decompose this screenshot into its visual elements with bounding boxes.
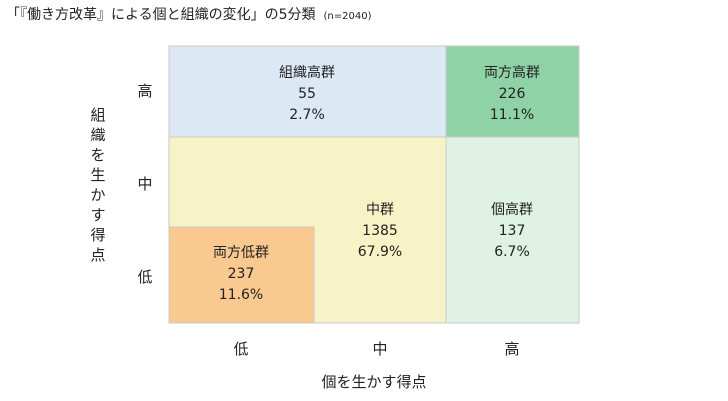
group-percent-both-high: 11.1% (490, 107, 534, 123)
region-both-low (168, 226, 315, 324)
label-both-high: 両方高群 226 11.1% (484, 64, 540, 123)
y-tick-high: 高 (137, 82, 152, 100)
y-axis-title-char: す (90, 206, 105, 224)
y-axis-title-char: 組 (90, 106, 105, 124)
group-name-both-low: 両方低群 (213, 245, 269, 261)
y-tick-mid: 中 (137, 175, 152, 193)
x-tick-mid: 中 (372, 340, 387, 358)
region-org-high (168, 45, 447, 138)
chart-title-main: 「『働き方改革』による個と組織の変化」の5分類 (6, 7, 316, 23)
group-name-both-high: 両方高群 (484, 64, 540, 81)
y-axis-title-char: か (90, 186, 105, 204)
group-percent-ind-high: 6.7% (494, 244, 530, 260)
group-name-org-high: 組織高群 (279, 64, 335, 81)
y-axis-title: 組織を生かす得点 (90, 106, 105, 264)
label-ind-high: 個高群 137 6.7% (491, 201, 533, 260)
group-name-ind-high: 個高群 (491, 201, 533, 218)
x-axis-title: 個を生かす得点 (321, 373, 426, 391)
group-percent-both-low: 11.6% (219, 287, 263, 303)
group-count-both-low: 237 (228, 266, 255, 282)
label-org-high: 組織高群 55 2.7% (279, 64, 335, 123)
y-axis-title-char: を (90, 146, 105, 164)
group-name-middle: 中群 (366, 202, 394, 218)
region-ind-high (445, 136, 580, 324)
label-both-low: 両方低群 237 11.6% (213, 245, 269, 303)
group-percent-org-high: 2.7% (289, 107, 325, 123)
y-axis-title-char: 織 (90, 126, 105, 144)
y-axis-title-char: 点 (90, 246, 105, 264)
y-axis-title-char: 生 (90, 166, 105, 184)
group-count-middle: 1385 (362, 223, 398, 239)
group-percent-middle: 67.9% (358, 244, 402, 260)
x-tick-high: 高 (504, 340, 519, 358)
chart-title: 「『働き方改革』による個と組織の変化」の5分類 (n=2040) (6, 4, 371, 24)
group-count-org-high: 55 (298, 86, 316, 102)
label-middle: 中群 1385 67.9% (358, 202, 402, 260)
y-axis-title-char: 得 (90, 226, 105, 244)
group-count-both-high: 226 (499, 86, 526, 102)
group-count-ind-high: 137 (499, 223, 526, 239)
region-both-high (445, 45, 580, 138)
sample-size: (n=2040) (323, 11, 372, 22)
y-tick-low: 低 (137, 268, 152, 286)
x-tick-low: 低 (233, 340, 248, 358)
